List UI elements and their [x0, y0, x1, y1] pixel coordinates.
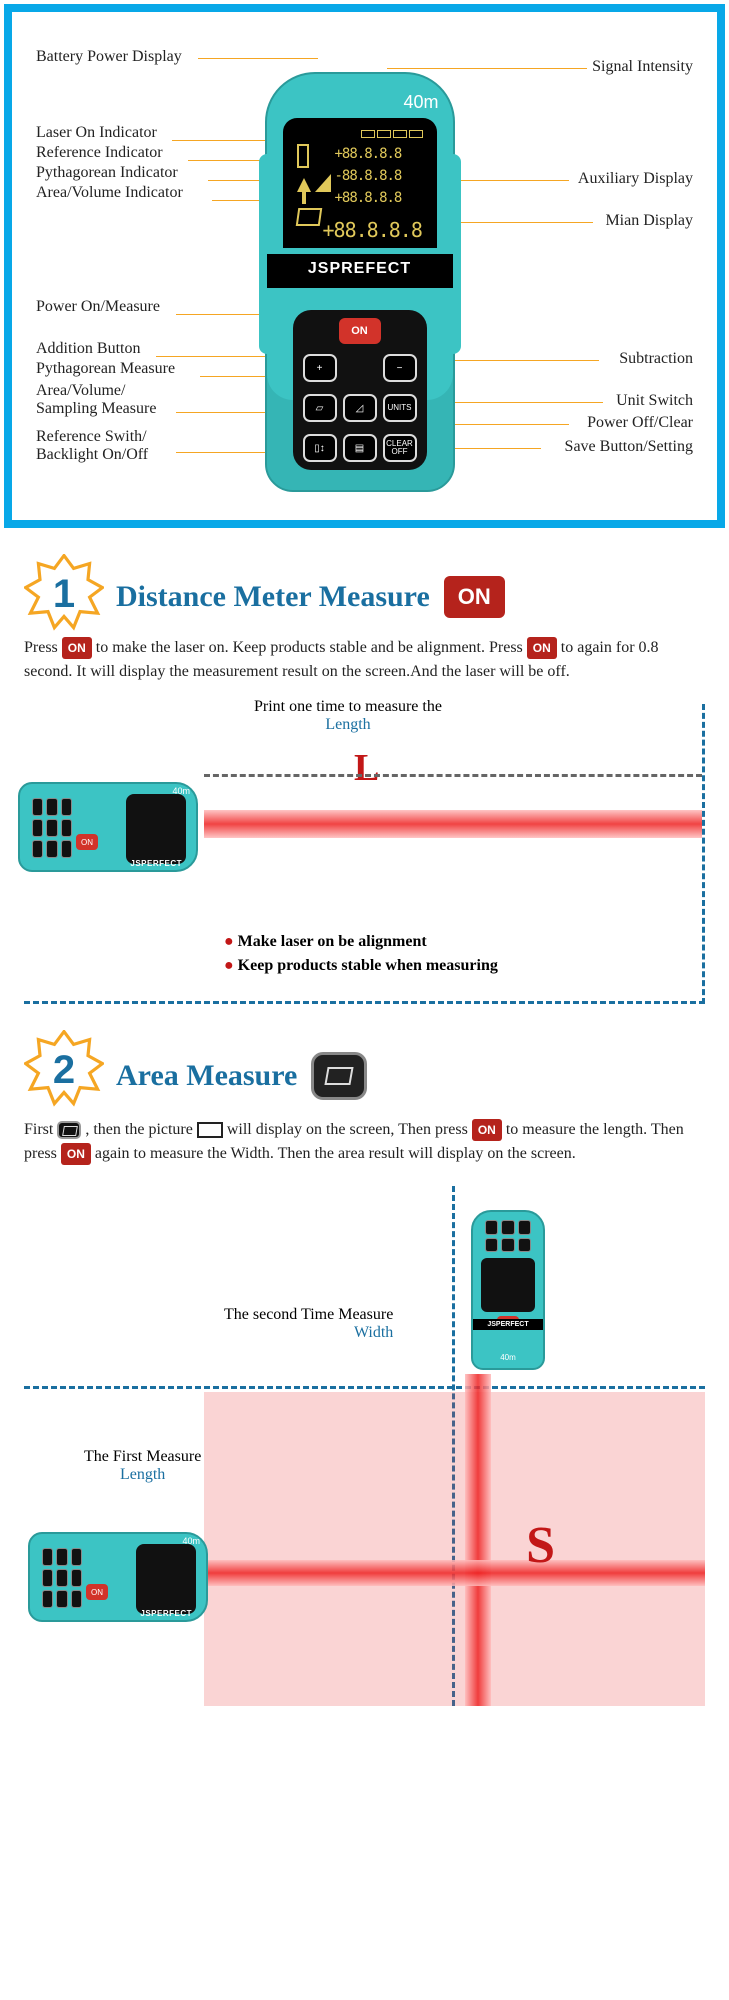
distance-measure-section: 1 Distance Meter Measure ON Press ON to …: [16, 558, 713, 1004]
callout-subtraction: Subtraction: [619, 350, 693, 368]
lcd-screen: +88.8.8.8 -88.8.8.8 +88.8.8.8 +88.8.8.8: [283, 118, 437, 248]
mini-device-horizontal: ON JSPERFECT 40m: [18, 782, 198, 872]
callout-aux-display: Auxiliary Display: [578, 170, 693, 188]
area-volume-icon: [295, 208, 322, 226]
save-button: ▤: [343, 434, 377, 462]
bullet-item: Keep products stable when measuring: [224, 957, 498, 975]
measurement-dash-line: [204, 774, 702, 777]
callout-laser-on: Laser On Indicator: [36, 124, 157, 142]
callout-area-sampling-2: Sampling Measure: [36, 400, 156, 418]
callout-addition: Addition Button: [36, 340, 140, 358]
battery-signal-icons: [321, 130, 423, 140]
inline-on-icon: ON: [527, 637, 557, 659]
title-area-button-icon: [311, 1052, 367, 1100]
callout-area-volume: Area/Volume Indicator: [36, 184, 183, 202]
star-badge-icon: 1: [24, 554, 104, 634]
reference-button: ▯↕: [303, 434, 337, 462]
callout-reference: Reference Indicator: [36, 144, 163, 162]
width-label: The second Time Measure Width: [224, 1306, 393, 1342]
callout-pyth-measure: Pythagorean Measure: [36, 360, 175, 378]
leader-line: [387, 68, 587, 69]
lcd-aux-row: -88.8.8.8: [335, 168, 425, 184]
step-number: 1: [24, 554, 104, 634]
device-illustration: 40m +88.8.8.8 -88.8.8.8 +88.8.8.8 +88.8.…: [265, 72, 465, 492]
callout-ref-switch-1: Reference Swith/: [36, 428, 147, 446]
clear-off-button: CLEAR OFF: [383, 434, 417, 462]
callout-signal: Signal Intensity: [592, 58, 693, 76]
laser-beam-horizontal-icon: [204, 1560, 705, 1586]
mini-on-button: ON: [86, 1584, 108, 1600]
device-diagram-section: Battery Power Display Laser On Indicator…: [4, 4, 725, 528]
callout-unit-switch: Unit Switch: [616, 392, 693, 410]
callout-battery: Battery Power Display: [36, 48, 182, 66]
horizontal-dash-line: [24, 1386, 705, 1389]
callout-ref-switch-2: Backlight On/Off: [36, 446, 148, 464]
mini-brand-label: JSPERFECT: [140, 1609, 192, 1618]
laser-beam-vertical-icon: [465, 1374, 491, 1706]
section-body-text: First , then the picture will display on…: [24, 1118, 705, 1166]
inline-on-icon: ON: [62, 637, 92, 659]
mini-brand-label: JSPERFECT: [130, 859, 182, 868]
callout-power-off: Power Off/Clear: [587, 414, 693, 432]
plus-button: +: [303, 354, 337, 382]
laser-beam-icon: [204, 810, 702, 838]
section-body-text: Press ON to make the laser on. Keep prod…: [24, 636, 705, 684]
button-panel: ON + − ▱ ◿ UNITS ▯↕ ▤ CLEAR OFF: [293, 310, 427, 470]
device-brand: JSPREFECT: [267, 254, 453, 288]
device-range-label: 40m: [403, 92, 438, 113]
area-button: ▱: [303, 394, 337, 422]
length-label: The First Measure Length: [84, 1448, 201, 1484]
area-demo-diagram: The second Time Measure Width The First …: [24, 1186, 705, 1706]
area-letter-icon: S: [526, 1516, 555, 1575]
on-button: ON: [339, 318, 381, 344]
length-letter-icon: L: [354, 746, 379, 790]
mini-range-label: 40m: [473, 1353, 543, 1362]
pythagorean-button: ◿: [343, 394, 377, 422]
demo-top-label: Print one time to measure the Length: [254, 698, 442, 734]
inline-rect-icon: [197, 1122, 223, 1138]
section-title-text: Distance Meter Measure: [116, 580, 430, 614]
mini-on-button: ON: [76, 834, 98, 850]
step-number: 2: [24, 1030, 104, 1110]
title-on-button-icon: ON: [444, 576, 505, 618]
mini-range-label: 40m: [172, 786, 190, 796]
callout-area-sampling-1: Area/Volume/: [36, 382, 125, 400]
leader-line: [198, 58, 318, 59]
units-button: UNITS: [383, 394, 417, 422]
inline-on-icon: ON: [61, 1143, 91, 1165]
area-measure-section: 2 Area Measure First , then the picture …: [16, 1034, 713, 1706]
area-shaded-rect: [204, 1392, 705, 1706]
pythagorean-icon: [315, 174, 331, 192]
inline-on-icon: ON: [472, 1119, 502, 1141]
laser-icon: [297, 144, 309, 168]
distance-demo-diagram: Print one time to measure the Length L O…: [24, 704, 705, 1004]
mini-device-vertical: JSPERFECT 40m: [471, 1210, 545, 1370]
minus-button: −: [383, 354, 417, 382]
bullet-item: Make laser on be alignment: [224, 933, 498, 951]
reference-icon: [297, 178, 311, 192]
callout-pythagorean: Pythagorean Indicator: [36, 164, 178, 182]
inline-area-button-icon: [57, 1121, 81, 1139]
star-badge-icon: 2: [24, 1030, 104, 1110]
lcd-aux-row: +88.8.8.8: [335, 190, 425, 206]
mini-device-horizontal: ON JSPERFECT 40m: [28, 1532, 208, 1622]
callout-save: Save Button/Setting: [565, 438, 693, 456]
callout-power-on: Power On/Measure: [36, 298, 160, 316]
demo-bullets: Make laser on be alignment Keep products…: [224, 927, 498, 981]
section-title-text: Area Measure: [116, 1059, 297, 1093]
mini-range-label: 40m: [182, 1536, 200, 1546]
lcd-main-row: +88.8.8.8: [323, 218, 425, 242]
lcd-aux-row: +88.8.8.8: [335, 146, 425, 162]
mini-brand-label: JSPERFECT: [473, 1319, 543, 1330]
callout-main-display: Mian Display: [605, 212, 693, 230]
